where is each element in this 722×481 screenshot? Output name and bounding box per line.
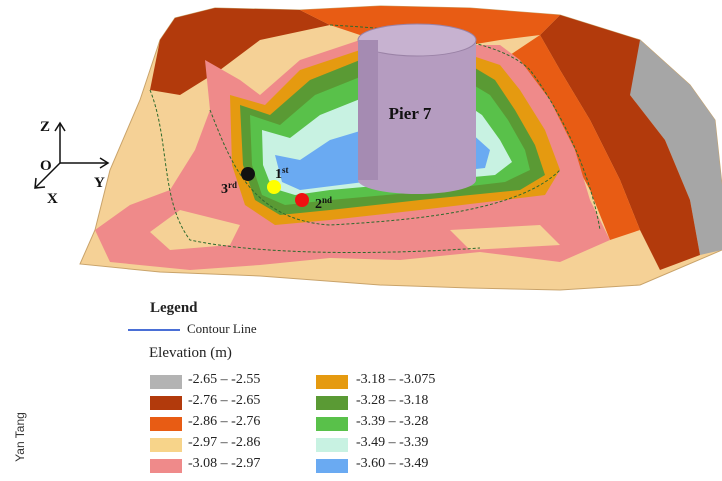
point-3rd-label: 3rd: [221, 180, 237, 197]
terrain-band-orange-right: [510, 35, 640, 240]
pier-label: Pier 7: [389, 104, 432, 123]
legend-range: -2.65 – -2.55: [188, 372, 261, 387]
legend-range: -2.76 – -2.65: [188, 393, 261, 408]
terrain-grey-cliff: [600, 40, 722, 255]
point-2nd-marker: [295, 193, 309, 207]
terrain-tan-patch: [150, 210, 240, 250]
credit: Yan Tang: [13, 412, 27, 462]
axis-label-z: Z: [40, 119, 50, 135]
legend-range: -3.18 – -3.075: [356, 372, 436, 387]
axes-triad: [34, 121, 110, 189]
point-1st-marker: [267, 180, 281, 194]
legend-swatch: [316, 396, 348, 410]
point-3rd-marker: [241, 167, 255, 181]
legend-title: Legend: [150, 300, 198, 316]
axis-label-o: O: [40, 158, 52, 174]
legend-swatch: [150, 459, 182, 473]
terrain-3d-view: Pier 7 Z O Y X 1st 2nd 3rd: [34, 5, 722, 291]
legend-range: -3.28 – -3.18: [356, 393, 429, 408]
legend-range: -3.60 – -3.49: [356, 456, 429, 471]
point-1st-label: 1st: [275, 165, 289, 182]
elevation-title: Elevation (m): [149, 345, 232, 361]
legend-swatch: [316, 375, 348, 389]
legend-swatch: [316, 417, 348, 431]
point-2nd-label: 2nd: [315, 195, 332, 212]
legend-swatch: [150, 375, 182, 389]
legend-swatch: [150, 417, 182, 431]
legend-swatch: [150, 396, 182, 410]
legend-range: -2.97 – -2.86: [188, 435, 261, 450]
legend-range: -3.39 – -3.28: [356, 414, 429, 429]
contour-line-label: Contour Line: [187, 321, 257, 336]
terrain-tan-patch: [450, 225, 560, 250]
legend-swatch: [316, 459, 348, 473]
axis-label-y: Y: [94, 175, 105, 191]
legend: Legend Contour Line Elevation (m) -2.65 …: [0, 290, 722, 481]
axis-label-x: X: [47, 191, 58, 207]
legend-range: -3.08 – -2.97: [188, 456, 261, 471]
pier-cylinder: [357, 23, 477, 194]
contour-line: [209, 109, 561, 226]
legend-swatch: [150, 438, 182, 452]
legend-swatch: [316, 438, 348, 452]
legend-range: -2.86 – -2.76: [188, 414, 261, 429]
terrain-band-brown-top: [150, 8, 330, 95]
contour-line: [149, 89, 481, 254]
contour-line-swatch: [128, 329, 180, 331]
legend-range: -3.49 – -3.39: [356, 435, 429, 450]
terrain-band-brown-right: [540, 15, 700, 270]
